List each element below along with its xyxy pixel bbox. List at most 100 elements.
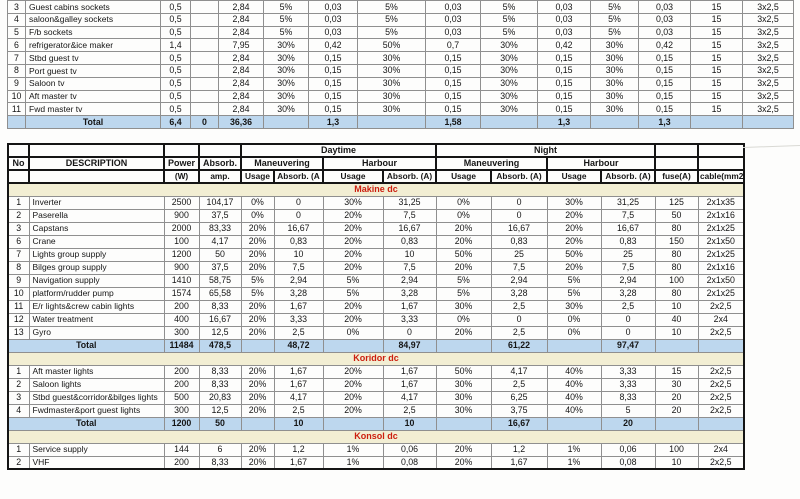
header-day-maneuvering: Maneuvering: [240, 156, 324, 171]
value-cell: 5%: [435, 273, 492, 288]
value-cell: 40%: [546, 364, 602, 379]
value-cell: 0,15: [638, 76, 691, 91]
value-cell: 2000: [163, 221, 200, 236]
value-cell: 30%: [590, 76, 639, 91]
header-night-harbour: Harbour: [546, 156, 657, 171]
value-cell: 2x2,5: [697, 403, 745, 418]
value-cell: 1: [7, 364, 30, 379]
value-cell: 11484: [163, 338, 200, 353]
header-usage: Usage: [435, 169, 493, 184]
value-cell: 2x2,5: [697, 377, 745, 392]
value-cell: [697, 338, 745, 353]
value-cell: 30%: [263, 102, 309, 117]
value-cell: 900: [163, 260, 200, 275]
value-cell: 30%: [263, 63, 309, 78]
value-cell: 0,15: [537, 63, 591, 78]
value-cell: 20%: [240, 364, 275, 379]
value-cell: 30%: [357, 102, 426, 117]
value-cell: 200: [163, 455, 200, 470]
header-night-maneuvering: Maneuvering: [435, 156, 549, 171]
load-row: 1 Aft master lights 200 8,33 20% 1,67 20% 1,67 5…: [7, 364, 745, 379]
description-cell: F/b sockets: [25, 25, 161, 40]
header-blank: [697, 156, 746, 171]
value-cell: 0,15: [638, 102, 691, 117]
value-cell: 20%: [322, 260, 384, 275]
header-day-harbour: Harbour: [321, 156, 438, 171]
value-cell: 2,84: [218, 89, 264, 104]
value-cell: 0,5: [160, 0, 191, 14]
value-cell: 20%: [546, 208, 602, 223]
value-cell: [190, 12, 219, 27]
value-cell: 300: [163, 403, 200, 418]
value-cell: 7,5: [600, 208, 656, 223]
description-cell: Service supply: [28, 442, 165, 457]
value-cell: 20: [654, 390, 699, 405]
header-cable: cable(mm2): [697, 169, 746, 184]
value-cell: 2x1x16: [697, 208, 745, 223]
header-row-titles: No DESCRIPTION Power Absorb. Maneuvering…: [7, 156, 746, 171]
value-cell: [190, 76, 219, 91]
value-cell: 0,83: [490, 234, 548, 249]
value-cell: 478,5: [198, 338, 242, 353]
value-cell: 0,15: [638, 51, 691, 65]
value-cell: 3,33: [273, 312, 324, 327]
value-cell: [240, 416, 275, 431]
value-cell: 30%: [590, 51, 639, 65]
value-cell: 30%: [590, 102, 639, 117]
description-cell: E/r lights&crew cabin lights: [28, 299, 165, 314]
value-cell: 10: [273, 247, 324, 262]
value-cell: 0,03: [425, 0, 481, 14]
value-cell: 5%: [240, 273, 275, 288]
value-cell: 30%: [590, 63, 639, 78]
value-cell: 2x1x25: [697, 221, 745, 236]
value-cell: 2500: [163, 195, 200, 210]
value-cell: 20: [654, 403, 699, 418]
value-cell: 2: [7, 377, 30, 392]
value-cell: [546, 416, 602, 431]
description-cell: Gyro: [28, 325, 165, 340]
value-cell: 400: [163, 312, 200, 327]
value-cell: 20%: [322, 312, 384, 327]
value-cell: 9: [7, 76, 26, 91]
header-blank: [7, 143, 30, 158]
value-cell: 1200: [163, 247, 200, 262]
value-cell: 40: [654, 312, 699, 327]
header-usage: Usage: [322, 169, 384, 184]
header-no: No: [7, 156, 30, 171]
load-row: 4 Fwdmaster&port guest lights 300 12,5 20% 2,…: [7, 403, 745, 418]
load-row: 11 Fwd master tv 0,5 2,84 30% 0,15 30% 0,15 30% 0…: [7, 102, 794, 117]
value-cell: 0,42: [638, 38, 691, 53]
value-cell: 3x2,5: [742, 89, 794, 104]
dc-load-table: Daytime Night No DESCRIPTION Power Absor…: [7, 143, 746, 470]
value-cell: 0: [273, 195, 324, 210]
value-cell: 150: [654, 234, 699, 249]
value-cell: 0,03: [425, 12, 481, 27]
value-cell: 30%: [263, 89, 309, 104]
value-cell: 0%: [546, 325, 602, 340]
value-cell: 1410: [163, 273, 200, 288]
value-cell: 13: [7, 325, 30, 340]
total-label-cell: Total: [7, 416, 165, 431]
value-cell: 50%: [435, 364, 492, 379]
value-cell: 11: [7, 299, 30, 314]
value-cell: 15: [690, 102, 743, 117]
header-blank: [28, 143, 165, 158]
value-cell: 0: [382, 325, 437, 340]
value-cell: 20%: [322, 403, 384, 418]
value-cell: 50%: [435, 247, 492, 262]
value-cell: 0,06: [600, 442, 656, 457]
value-cell: 6: [198, 442, 242, 457]
value-cell: 2x2,5: [697, 455, 745, 470]
value-cell: 0,08: [382, 455, 437, 470]
header-blank: [28, 169, 165, 184]
value-cell: 7,5: [382, 260, 437, 275]
value-cell: 1: [7, 195, 30, 210]
value-cell: 8: [7, 260, 30, 275]
description-cell: Inverter: [28, 195, 165, 210]
value-cell: 30%: [546, 195, 602, 210]
value-cell: 4,17: [273, 390, 324, 405]
value-cell: 15: [654, 364, 699, 379]
value-cell: 2,5: [490, 377, 548, 392]
value-cell: 2,5: [490, 325, 548, 340]
value-cell: 20%: [435, 260, 492, 275]
